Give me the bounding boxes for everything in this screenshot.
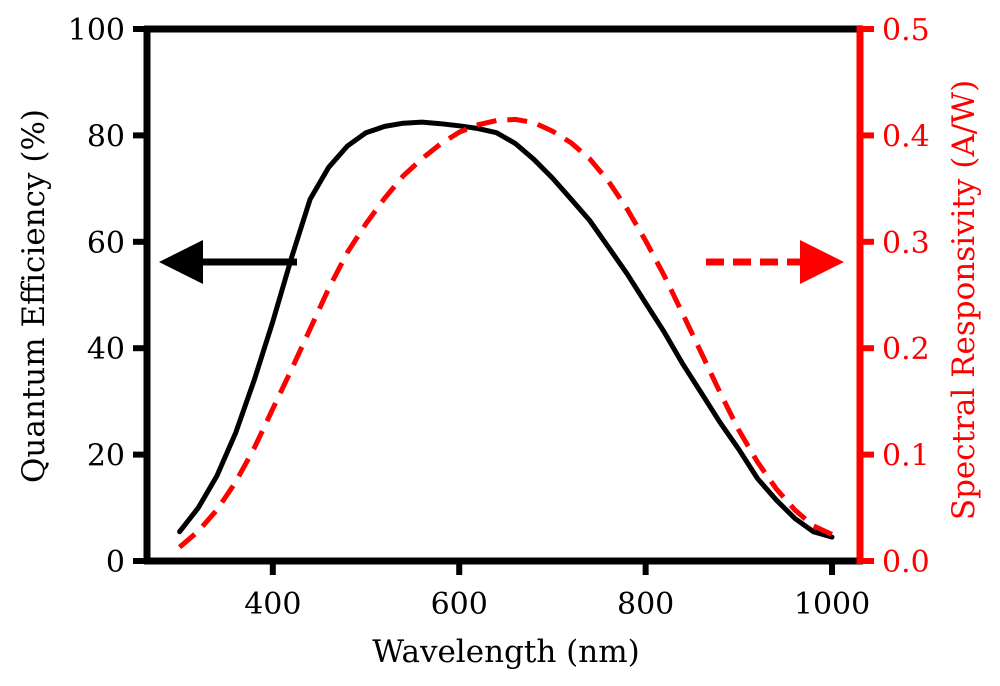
right-y-tick-label: 0.1 [882,439,930,474]
left-y-axis-title: Quantum Efficiency (%) [16,109,52,483]
left-y-tick-label: 20 [87,439,125,474]
right-y-tick-label: 0.4 [882,119,930,154]
left-y-tick-label: 100 [68,13,125,48]
x-tick-label: 1000 [794,587,870,622]
left-y-tick-label: 80 [87,119,125,154]
left-y-tick-label: 0 [106,545,125,580]
series-line-quantum-efficiency [177,119,835,540]
axes-layer [143,25,864,565]
x-tick-label: 600 [431,587,488,622]
left-y-tick-label: 40 [87,332,125,367]
series-line-responsivity [177,116,834,550]
x-tick-label: 400 [244,587,301,622]
left-y-tick-label: 60 [87,226,125,261]
arrow-layer [159,240,844,284]
x-axis-title: Wavelength (nm) [372,634,639,670]
right-y-axis-title: Spectral Responsivity (A/W) [946,80,982,520]
right-arrow-head [800,240,844,284]
tick-layer: 400 600 800 1000 0 20 40 60 80 100 0.0 0.1 0.2 0.3 0.4… [68,13,930,622]
left-arrow-head [159,240,203,284]
right-y-tick-label: 0.0 [882,545,930,580]
series-layer [177,116,835,550]
x-tick-label: 800 [617,587,674,622]
right-y-tick-label: 0.3 [882,226,930,261]
right-y-tick-label: 0.2 [882,332,930,367]
right-y-tick-label: 0.5 [882,13,930,48]
